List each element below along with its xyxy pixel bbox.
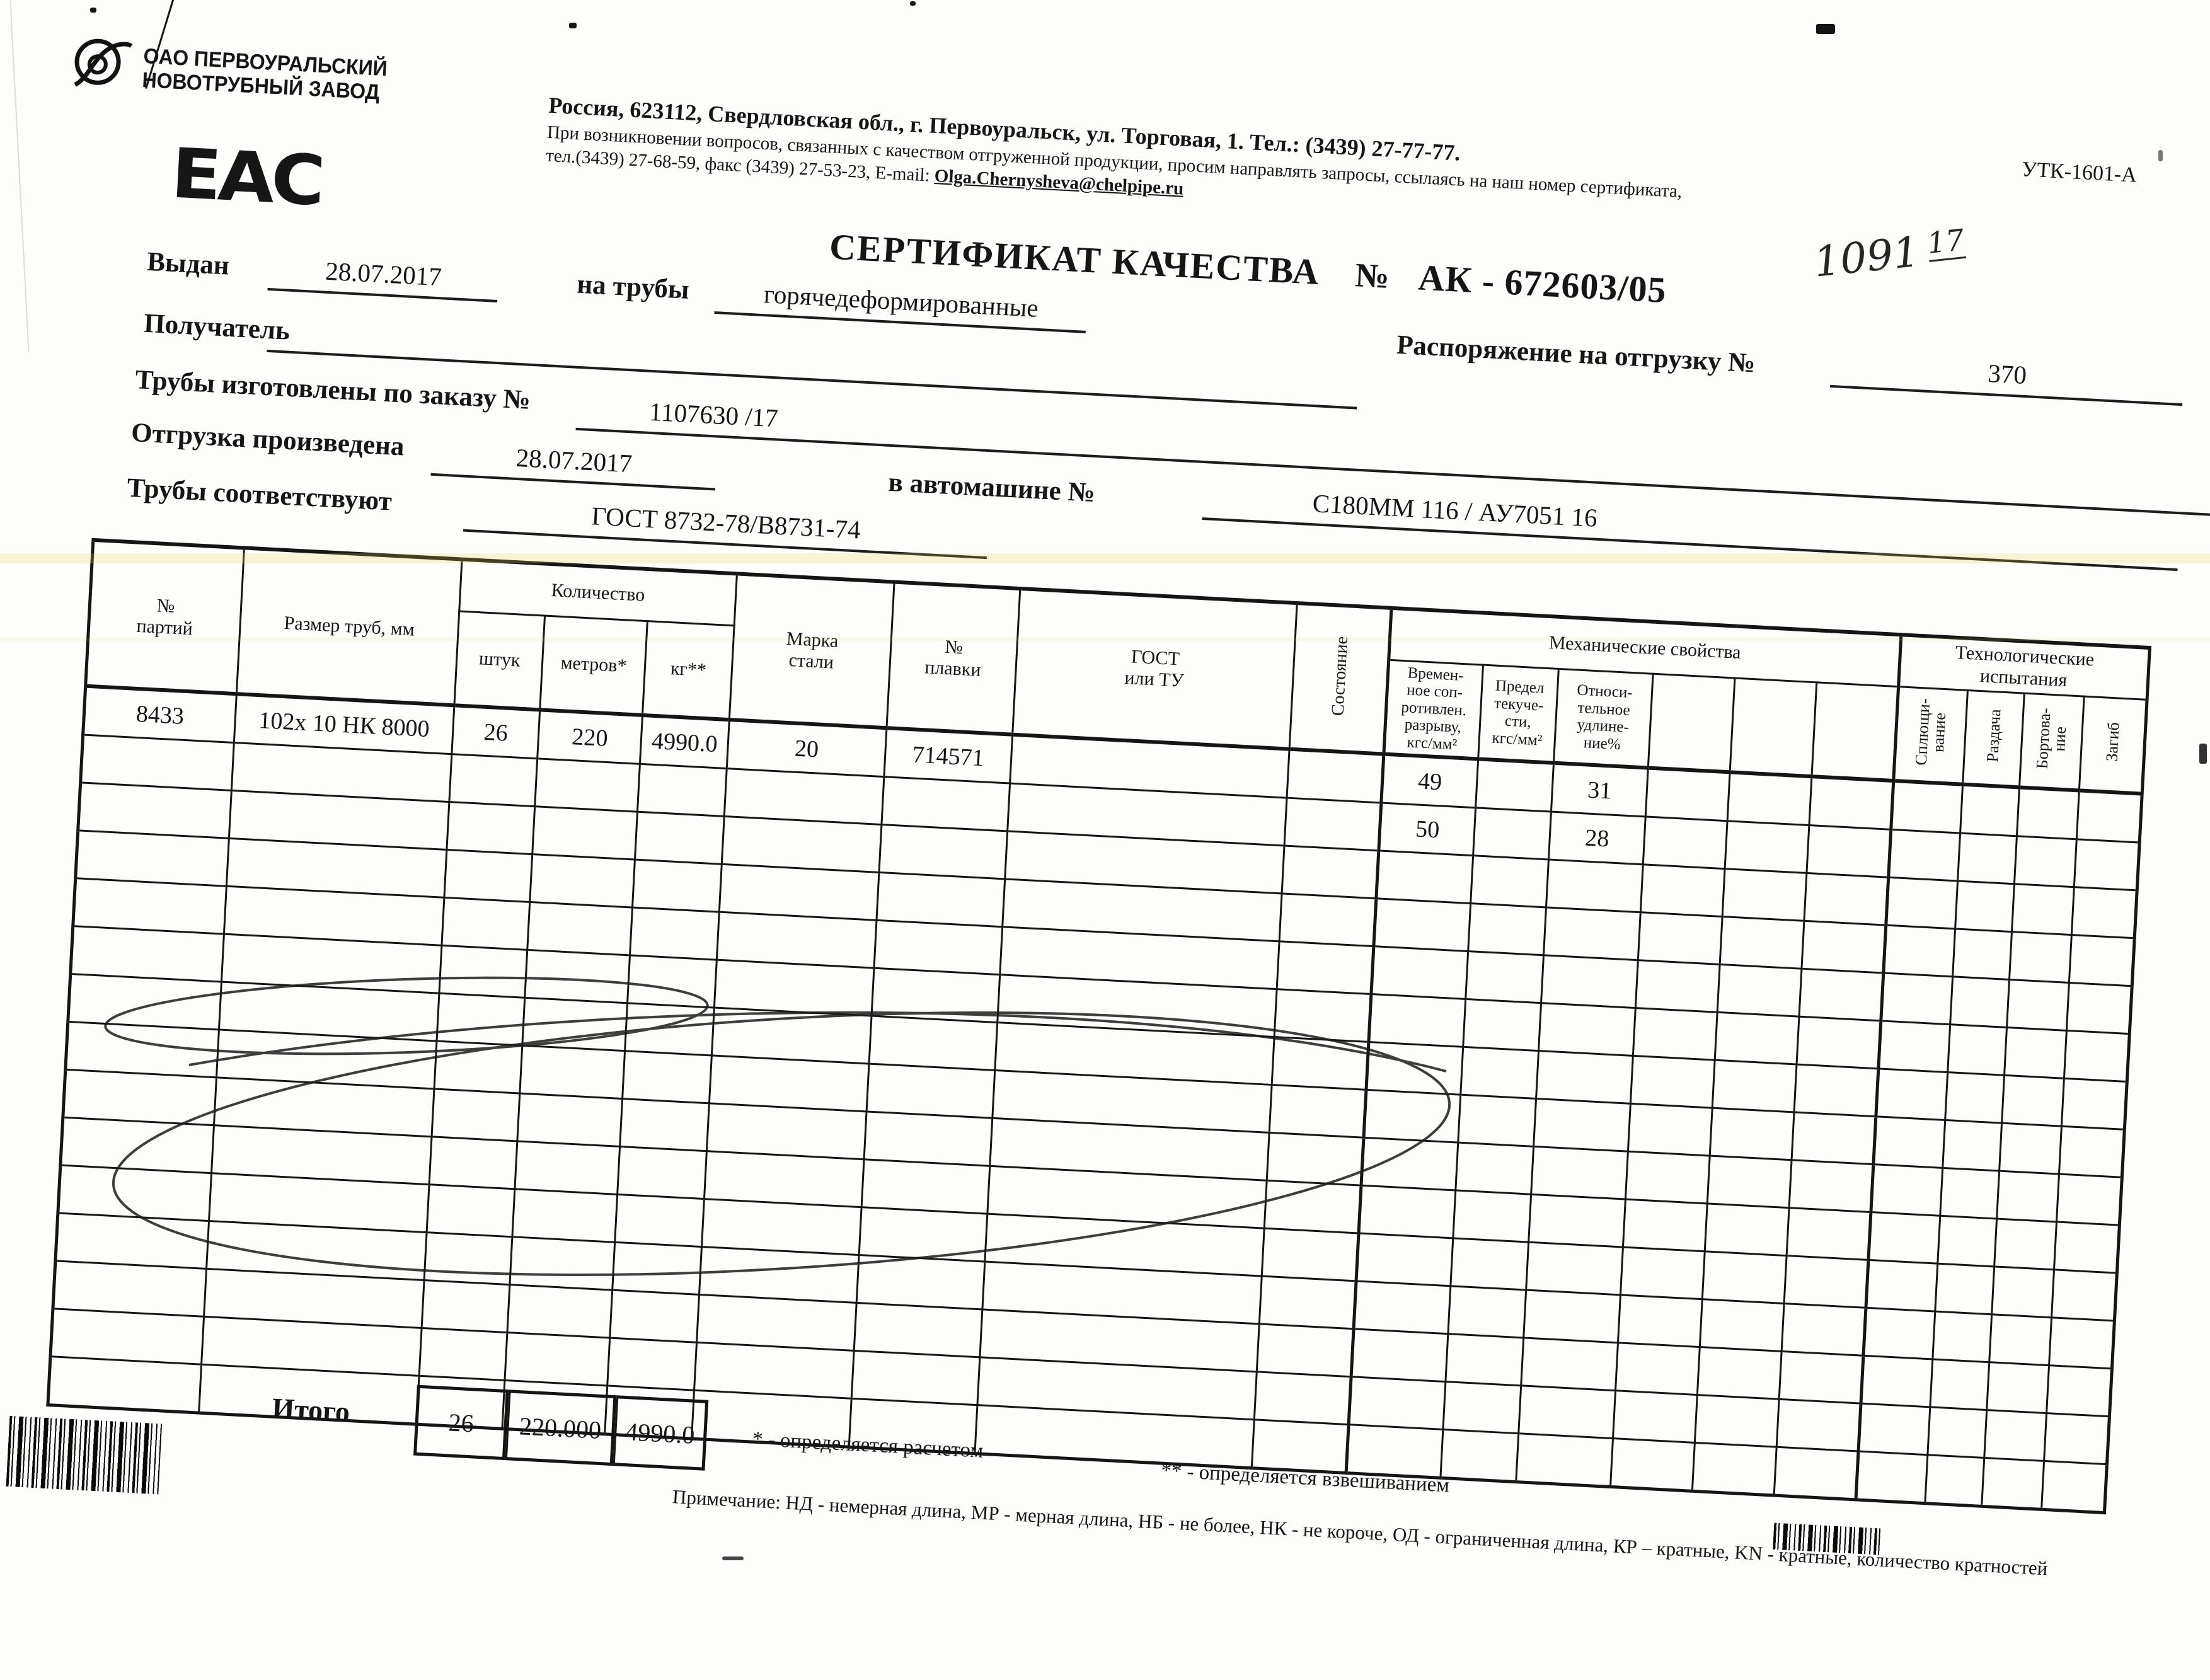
col-header-state: Состояние: [1289, 603, 1392, 754]
title-text: СЕРТИФИКАТ КАЧЕСТВА: [828, 226, 1321, 293]
cell-steel: 20: [727, 720, 887, 777]
col-header-heat: № плавки: [886, 582, 1020, 735]
col-header-size: Размер труб, мм: [236, 548, 463, 706]
shipped-value: 28.07.2017: [430, 437, 717, 491]
col-header-batch: № партий: [85, 539, 245, 694]
totals-kg: 4990.0: [613, 1395, 709, 1471]
factory-name: ОАО ПЕРВОУРАЛЬСКИЙ НОВОТРУБНЫЙ ЗАВОД: [141, 44, 388, 105]
totals-boxes: 26 220.000 4990.0: [413, 1384, 709, 1471]
totals-meters: 220.000: [505, 1389, 617, 1466]
col-header-gost: ГОСТ или ТУ: [1012, 589, 1298, 749]
scanned-certificate-page: { "document": { "form_code": "УТК-1601-А…: [0, 0, 2210, 1579]
cell-meters: 220: [537, 710, 643, 764]
shipping-order-value: 370: [1829, 349, 2185, 406]
totals-label: Итого: [271, 1391, 351, 1429]
order-label: Трубы изготовлены по заказу №: [134, 365, 531, 415]
cell-batch: 8433: [83, 686, 237, 743]
col-header-extra-2: [1730, 677, 1817, 777]
cell-mech-rupture: 49: [1381, 754, 1478, 808]
issued-label: Выдан: [146, 246, 230, 281]
scan-speck: [2158, 150, 2163, 161]
col-header-tech-flatten: Сплющи- вание: [1893, 686, 1968, 785]
cell-pieces: 26: [451, 705, 540, 759]
scan-speck: [2199, 744, 2207, 764]
col-header-mech-elong: Относи- тельное удлине- ние%: [1553, 668, 1654, 768]
cell-mech-yield: [1475, 759, 1554, 812]
form-code: УТК-1601-А: [2021, 158, 2138, 187]
cell-state: [1287, 749, 1384, 803]
pipes-type-value: горячедеформированные: [714, 276, 1088, 333]
cell-heat: 714571: [883, 728, 1013, 784]
scan-speck: [722, 1556, 744, 1560]
title-no-sign: №: [1354, 256, 1391, 296]
col-header-meters: метров*: [539, 615, 648, 715]
conform-value: ГОСТ 8732-78/В8731-74: [463, 493, 989, 560]
barcode: [1773, 1522, 1883, 1555]
certificate-table: № партий Размер труб, мм Количество Марк…: [46, 538, 2151, 1514]
factory-logo: ОАО ПЕРВОУРАЛЬСКИЙ НОВОТРУБНЫЙ ЗАВОД: [70, 32, 476, 113]
totals-pieces: 26: [413, 1384, 509, 1461]
col-header-steel: Марка стали: [729, 573, 895, 728]
col-header-tech-expand: Раздача: [1962, 689, 2025, 788]
col-header-extra-1: [1648, 673, 1735, 773]
col-header-mech-rupture: Времен- ное соп- ротивлен. разрыву, кгс/…: [1383, 659, 1483, 759]
pipes-type-label: на трубы: [576, 269, 690, 305]
truck-label: в автомашине №: [887, 467, 1096, 508]
col-header-pieces: штук: [454, 611, 545, 710]
col-header-extra-3: [1811, 682, 1899, 781]
cell-kg: 4990.0: [640, 715, 730, 769]
factory-logo-icon: [70, 32, 136, 95]
shipped-label: Отгрузка произведена: [130, 417, 405, 462]
scan-speck: [1816, 24, 1835, 34]
col-header-tech-bend: Загиб: [2079, 696, 2148, 794]
shipping-order-label: Распоряжение на отгрузку №: [1396, 330, 1756, 379]
contact-block: Россия, 623112, Свердловская обл., г. Пе…: [545, 92, 2015, 243]
cell-mech-rupture: 50: [1378, 802, 1476, 856]
issued-value: 28.07.2017: [267, 252, 500, 302]
cell-mech-elong: 28: [1548, 812, 1646, 865]
eac-mark: ЕАС: [169, 132, 324, 222]
barcode: [6, 1415, 163, 1495]
col-header-kg: кг**: [642, 621, 735, 720]
conform-label: Трубы соответствуют: [126, 473, 393, 517]
scan-speck: [569, 23, 577, 28]
cell-mech-elong: 31: [1551, 762, 1649, 817]
col-header-tech-flange: Бортова- ние: [2019, 693, 2085, 791]
scan-speck: [910, 1, 916, 6]
col-header-mech-yield: Предел текуче- сти, кгс/мм²: [1478, 664, 1559, 763]
certificate-number: АК - 672603/05: [1417, 256, 1668, 311]
scan-speck: [90, 8, 96, 13]
cell-mech-yield: [1473, 807, 1551, 860]
